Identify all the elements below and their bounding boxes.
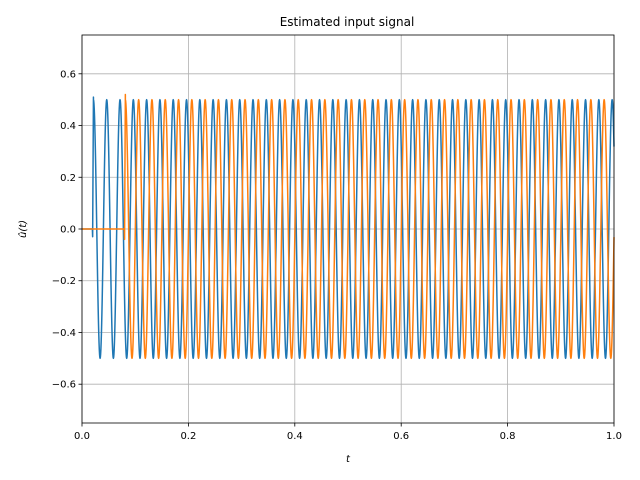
x-tick-label: 0.6 xyxy=(393,431,409,442)
x-axis-label: t xyxy=(346,454,351,465)
x-tick-label: 0.0 xyxy=(74,431,90,442)
y-axis-label: û(t) xyxy=(17,220,29,238)
tick-layer: 0.0 0.2 0.4 0.6 0.8 1.0 −0.6 −0.4 −0.2 0.0 0.2 0.4 0… xyxy=(52,69,622,442)
x-tick-label: 1.0 xyxy=(606,431,622,442)
y-tick-label: 0.6 xyxy=(60,69,76,80)
series-line-1 xyxy=(82,96,615,360)
x-tick-label: 0.8 xyxy=(500,431,516,442)
y-tick-label: −0.4 xyxy=(52,328,76,339)
y-tick-label: 0.0 xyxy=(60,225,76,236)
y-tick-label: −0.6 xyxy=(52,380,76,391)
x-tick-label: 0.4 xyxy=(287,431,303,442)
y-tick-label: 0.4 xyxy=(60,121,76,132)
y-tick-label: 0.2 xyxy=(60,173,76,184)
chart-title: Estimated input signal xyxy=(280,15,415,29)
y-tick-label: −0.2 xyxy=(52,276,76,287)
series-line-2 xyxy=(82,93,615,360)
x-tick-label: 0.2 xyxy=(180,431,196,442)
series-layer xyxy=(82,93,615,360)
